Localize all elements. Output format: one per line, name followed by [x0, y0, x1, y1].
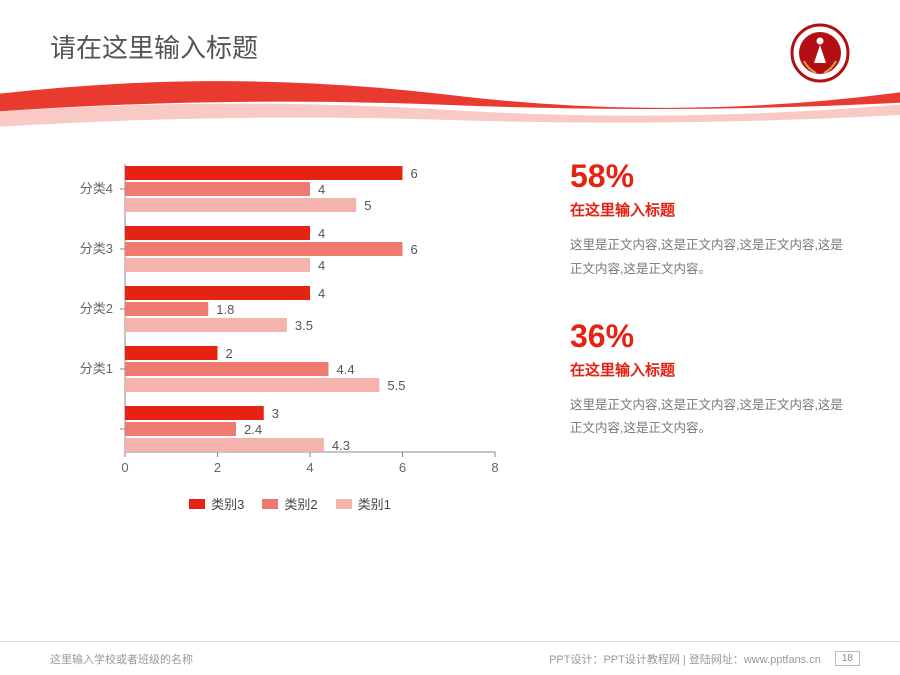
bar — [125, 318, 287, 332]
stat-block: 58% 在这里输入标题这里是正文内容,这是正文内容,这是正文内容,这是正文内容,这… — [570, 158, 850, 282]
legend-swatch — [262, 499, 278, 509]
legend-item: 类别1 — [336, 494, 391, 513]
legend-label: 类别1 — [358, 494, 391, 513]
bar-value-label: 6 — [411, 166, 418, 181]
stat-title: 在这里输入标题 — [570, 199, 850, 220]
content: 0 2 4 6 8 分类4 分类3 分类2 分类1 6 4 5 4 6 4 4 1.8 3.5 2 4.4 5.5 3 2.… — [0, 88, 900, 513]
legend-swatch — [336, 499, 352, 509]
stat-percent: 58% — [570, 158, 850, 195]
stat-percent: 36% — [570, 318, 850, 355]
bar-value-label: 6 — [411, 242, 418, 257]
bar — [125, 406, 264, 420]
svg-text:分类3: 分类3 — [80, 241, 113, 256]
bar-value-label: 4.4 — [337, 362, 355, 377]
bar-value-label: 4.3 — [332, 438, 350, 453]
bar-value-label: 2.4 — [244, 422, 262, 437]
header: 请在这里输入标题 — [0, 0, 900, 88]
bar — [125, 422, 236, 436]
footer-left-text: 这里输入学校或者班级的名称 — [50, 651, 193, 667]
bar — [125, 182, 310, 196]
bar — [125, 362, 329, 376]
bar-value-label: 4 — [318, 258, 325, 273]
stats-panel: 58%在这里输入标题这里是正文内容,这是正文内容,这是正文内容,这是正文内容,这… — [570, 158, 850, 513]
svg-text:2: 2 — [214, 460, 221, 475]
page-title: 请在这里输入标题 — [50, 28, 258, 65]
bar — [125, 198, 356, 212]
footer: 这里输入学校或者班级的名称 PPT设计：PPT设计教程网 | 登陆网址：www.… — [0, 641, 900, 675]
stat-body: 这里是正文内容,这是正文内容,这是正文内容,这是正文内容,这是正文内容。 — [570, 234, 850, 282]
bar — [125, 438, 324, 452]
bar-value-label: 5 — [364, 198, 371, 213]
bar-value-label: 1.8 — [216, 302, 234, 317]
footer-right-text: PPT设计：PPT设计教程网 | 登陆网址：www.pptfans.cn — [549, 651, 821, 667]
legend-label: 类别2 — [284, 494, 317, 513]
bar-value-label: 4 — [318, 182, 325, 197]
bar — [125, 166, 403, 180]
bar — [125, 242, 403, 256]
bar-chart: 0 2 4 6 8 分类4 分类3 分类2 分类1 6 4 5 4 6 4 4 1.8 3.5 2 4.4 5.5 3 2.… — [50, 158, 530, 513]
svg-text:分类2: 分类2 — [80, 301, 113, 316]
bar — [125, 346, 218, 360]
bar-value-label: 4 — [318, 226, 325, 241]
bar — [125, 226, 310, 240]
bar — [125, 258, 310, 272]
bar-value-label: 2 — [226, 346, 233, 361]
bar — [125, 378, 379, 392]
page-number: 18 — [835, 651, 860, 666]
legend-item: 类别2 — [262, 494, 317, 513]
svg-text:8: 8 — [491, 460, 498, 475]
bar — [125, 302, 208, 316]
institution-logo — [790, 23, 850, 88]
stat-title: 在这里输入标题 — [570, 359, 850, 380]
svg-text:4: 4 — [306, 460, 313, 475]
legend-item: 类别3 — [189, 494, 244, 513]
bar-value-label: 3 — [272, 406, 279, 421]
stat-body: 这里是正文内容,这是正文内容,这是正文内容,这是正文内容,这是正文内容。 — [570, 394, 850, 442]
svg-text:0: 0 — [121, 460, 128, 475]
stat-block: 36% 在这里输入标题这里是正文内容,这是正文内容,这是正文内容,这是正文内容,这… — [570, 318, 850, 442]
chart-legend: 类别3 类别2 类别1 — [50, 494, 530, 513]
svg-text:分类1: 分类1 — [80, 361, 113, 376]
bar-value-label: 4 — [318, 286, 325, 301]
legend-label: 类别3 — [211, 494, 244, 513]
svg-text:分类4: 分类4 — [80, 181, 113, 196]
svg-text:6: 6 — [399, 460, 406, 475]
bar — [125, 286, 310, 300]
legend-swatch — [189, 499, 205, 509]
bar-value-label: 5.5 — [387, 378, 405, 393]
bar-value-label: 3.5 — [295, 318, 313, 333]
